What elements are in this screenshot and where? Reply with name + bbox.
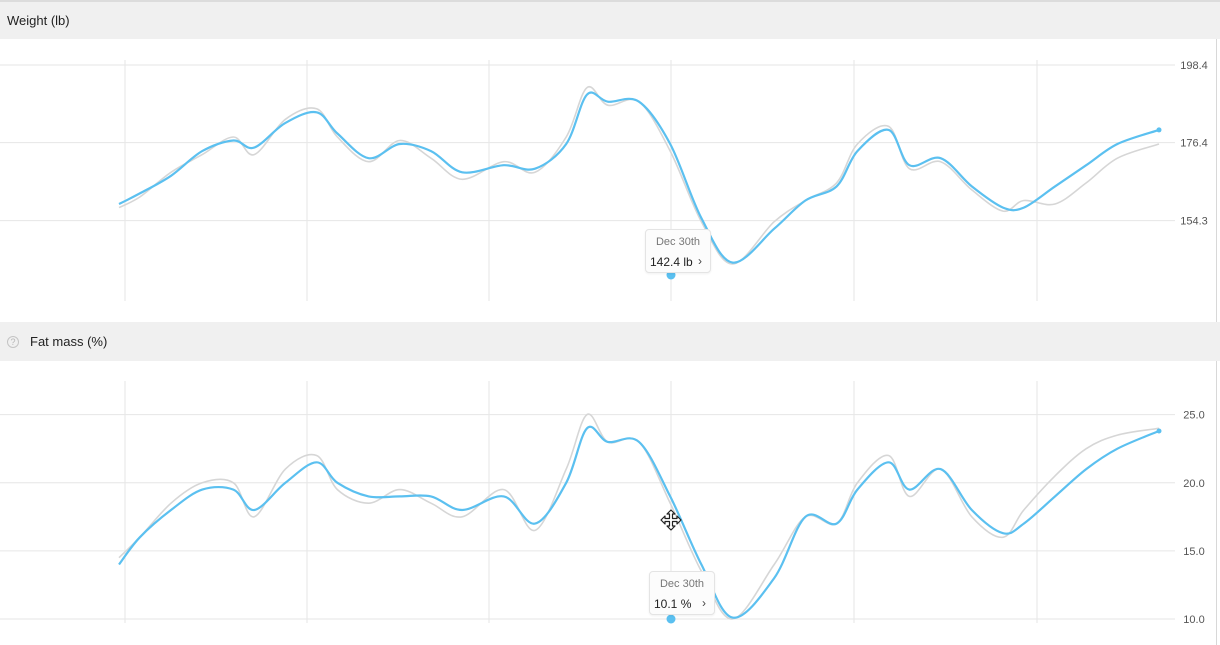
move-cursor-icon	[660, 509, 682, 531]
y-tick-label: 20.0	[1183, 478, 1204, 490]
y-tick-label: 154.3	[1180, 216, 1208, 228]
weight-tooltip-date: Dec 30th	[655, 236, 701, 248]
y-tick-label: 25.0	[1183, 410, 1204, 422]
fat-mass-tooltip-value: 10.1 %	[654, 597, 692, 611]
question-circle-icon[interactable]: ?	[7, 335, 19, 348]
y-tick-label: 198.4	[1180, 60, 1208, 72]
weight-tooltip-value: 142.4 lb	[650, 255, 693, 269]
weight-end-point	[1156, 127, 1162, 133]
weight-panel-title: Weight (lb)	[7, 13, 70, 28]
fat-mass-chart[interactable]: 25.0 20.0 15.0 10.0	[0, 361, 1220, 645]
chevron-right-icon[interactable]: ›	[698, 254, 702, 268]
fat-mass-trend-series-line	[118, 425, 1160, 619]
weight-chart[interactable]: 198.4 176.4 154.3	[0, 39, 1220, 322]
fat-mass-raw-series-line	[118, 413, 1160, 620]
fat-mass-tooltip[interactable]: Dec 30th 10.1 % ›	[649, 571, 715, 615]
fat-mass-tooltip-date: Dec 30th	[659, 578, 705, 590]
fat-mass-panel-title: Fat mass (%)	[30, 334, 108, 349]
y-tick-label: 176.4	[1180, 138, 1208, 150]
fat-mass-panel-header: ? Fat mass (%)	[0, 322, 1220, 361]
weight-panel-header: Weight (lb)	[0, 0, 1220, 39]
weight-trend-series-line	[118, 91, 1160, 264]
y-tick-label: 10.0	[1183, 614, 1204, 626]
chevron-right-icon[interactable]: ›	[702, 596, 706, 610]
fat-mass-end-point	[1156, 428, 1162, 434]
weight-raw-series-line	[118, 85, 1160, 265]
fat-mass-selected-date-marker	[666, 614, 676, 624]
y-tick-label: 15.0	[1183, 546, 1204, 558]
weight-tooltip[interactable]: Dec 30th 142.4 lb ›	[645, 229, 711, 273]
weight-chart-right-border	[1216, 39, 1217, 322]
fat-mass-chart-right-border	[1216, 361, 1217, 645]
